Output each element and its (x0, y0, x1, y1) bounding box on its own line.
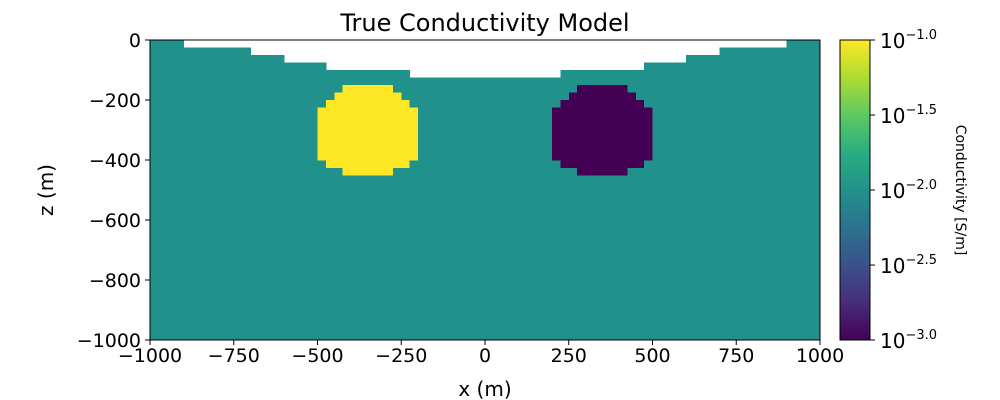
colorbar-tick-label: 10−3.0 (880, 328, 937, 353)
colorbar-label: Conductivity [S/m] (952, 125, 968, 256)
conductive-block-cell (334, 92, 402, 101)
chart-title: True Conductivity Model (339, 9, 629, 37)
colorbar-tick-label: 10−2.5 (880, 253, 937, 278)
resistive-block-cell (568, 92, 636, 101)
y-tick-label: 0 (129, 30, 141, 52)
y-tick-label: −400 (89, 150, 141, 172)
x-axis-label: x (m) (458, 377, 511, 400)
y-tick-label: −1000 (77, 330, 141, 352)
x-tick-label: −1000 (118, 345, 182, 367)
y-tick-label: −800 (89, 270, 141, 292)
y-tick-label: −200 (89, 90, 141, 112)
resistive-block-cell (552, 107, 653, 161)
colorbar-tick-label: 10−2.0 (880, 178, 937, 203)
conductive-block-cell (325, 160, 410, 168)
x-tick-label: −250 (375, 345, 427, 367)
x-tick-label: 0 (479, 345, 491, 367)
colorbar-gradient (839, 39, 871, 341)
background-cell (250, 55, 285, 340)
resistive-block-cell (577, 167, 628, 176)
background-cell (409, 77, 561, 340)
colorbar-ticks: 10−1.0 10−1.5 10−2.0 10−2.5 10−3.0 (870, 28, 937, 353)
x-tick-label: 500 (634, 345, 670, 367)
background-cell (183, 47, 251, 340)
x-tick-label: −750 (208, 345, 260, 367)
background-cell (644, 62, 687, 340)
colorbar-tick-label: 10−1.0 (880, 28, 937, 53)
background-cell (284, 62, 327, 340)
conductive-block-cell (342, 85, 393, 93)
resistive-block-cell (560, 100, 645, 108)
x-tick-label: 1000 (796, 345, 844, 367)
y-axis-label: z (m) (34, 164, 58, 216)
y-axis: 0 −200 −400 −600 −800 −1000 (77, 30, 150, 352)
model-plot (149, 39, 821, 341)
x-tick-label: −500 (291, 345, 343, 367)
x-tick-label: 250 (551, 345, 587, 367)
colorbar-tick-label: 10−1.5 (880, 103, 937, 128)
background-cell (786, 40, 821, 340)
conductive-block-cell (342, 167, 393, 176)
x-tick-label: 750 (718, 345, 754, 367)
background-cell (719, 47, 787, 340)
y-tick-label: −600 (89, 210, 141, 232)
conductive-block-cell (325, 100, 410, 108)
resistive-block-cell (577, 85, 628, 93)
colorbar: 10−1.0 10−1.5 10−2.0 10−2.5 10−3.0 Conductiv… (839, 28, 968, 353)
background-cell (686, 55, 720, 340)
conductive-block-cell (317, 107, 418, 161)
resistive-block-cell (560, 160, 645, 168)
background-cell (150, 40, 184, 340)
x-axis: −1000 −750 −500 −250 0 250 500 750 1000 (118, 340, 844, 367)
